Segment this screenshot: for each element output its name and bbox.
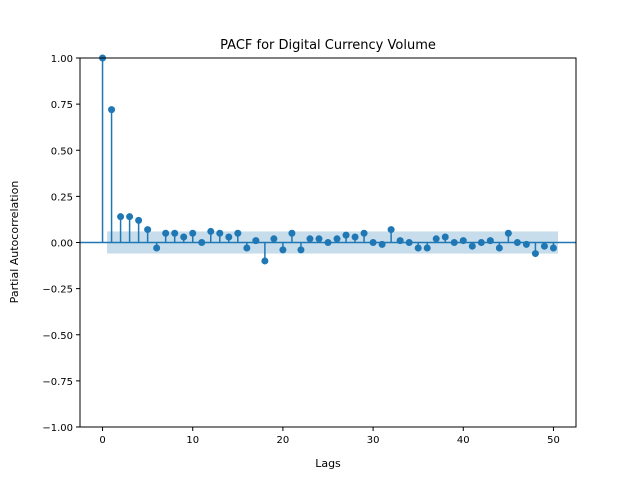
chart-title: PACF for Digital Currency Volume — [220, 38, 436, 53]
data-point — [333, 235, 341, 243]
data-point — [360, 229, 368, 237]
x-tick-label: 30 — [367, 435, 380, 446]
data-point — [396, 237, 404, 245]
data-point — [288, 229, 296, 237]
y-tick-label: 1.00 — [51, 54, 73, 65]
data-point — [297, 246, 305, 254]
data-point — [216, 229, 224, 237]
data-point — [270, 235, 278, 243]
data-point — [171, 229, 179, 237]
data-point — [495, 244, 503, 252]
data-point — [540, 242, 548, 250]
data-point — [315, 235, 323, 243]
data-point — [117, 213, 125, 221]
data-point — [549, 244, 557, 252]
data-point — [126, 213, 134, 221]
y-tick-label: 0.50 — [51, 146, 73, 157]
data-point — [450, 239, 458, 246]
x-tick-label: 40 — [457, 435, 470, 446]
x-tick-label: 10 — [186, 435, 199, 446]
data-point — [189, 229, 197, 237]
data-point — [342, 231, 350, 239]
data-point — [108, 106, 116, 114]
y-tick-label: −0.75 — [42, 377, 73, 388]
data-point — [225, 233, 233, 241]
y-tick-label: −0.50 — [42, 331, 73, 342]
data-point — [198, 239, 206, 246]
y-tick-label: −0.25 — [42, 285, 73, 296]
data-point — [468, 242, 476, 250]
data-point — [522, 240, 530, 248]
data-point — [387, 226, 395, 234]
data-point — [144, 226, 152, 234]
data-point — [405, 239, 413, 246]
data-point — [414, 244, 422, 252]
y-tick-label: −1.00 — [42, 423, 73, 434]
data-point — [477, 239, 485, 246]
data-point — [279, 246, 287, 254]
data-point — [306, 235, 314, 243]
data-point — [234, 229, 242, 237]
data-point — [504, 229, 512, 237]
x-tick-label: 20 — [277, 435, 290, 446]
data-point — [459, 237, 467, 245]
data-point — [180, 233, 188, 241]
data-point — [135, 216, 143, 224]
data-point — [369, 239, 377, 246]
data-point — [432, 235, 440, 243]
data-point — [324, 239, 332, 246]
y-tick-label: 0.25 — [51, 192, 73, 203]
data-point — [207, 227, 215, 235]
data-point — [162, 229, 170, 237]
y-axis-label: Partial Autocorrelation — [8, 181, 21, 304]
data-point — [441, 233, 449, 241]
data-point — [153, 244, 161, 252]
data-point — [351, 233, 359, 241]
data-point — [531, 250, 539, 258]
x-axis-label: Lags — [315, 457, 341, 470]
data-point — [486, 237, 494, 245]
x-tick-label: 0 — [99, 435, 105, 446]
data-point — [252, 237, 260, 245]
plot-area — [79, 54, 577, 428]
y-tick-label: 0.00 — [51, 239, 73, 250]
y-axis: 1.00 0.75 0.50 0.25 0.00 −0.25 −0.50 −0.75 −1.00 — [42, 54, 80, 434]
data-point — [423, 244, 431, 252]
data-point — [243, 244, 251, 252]
data-point — [378, 240, 386, 248]
x-tick-label: 50 — [547, 435, 560, 446]
y-tick-label: 0.75 — [51, 100, 73, 111]
x-axis: 0 10 20 30 40 50 — [99, 427, 560, 446]
data-point — [513, 239, 521, 246]
data-point — [261, 257, 269, 265]
